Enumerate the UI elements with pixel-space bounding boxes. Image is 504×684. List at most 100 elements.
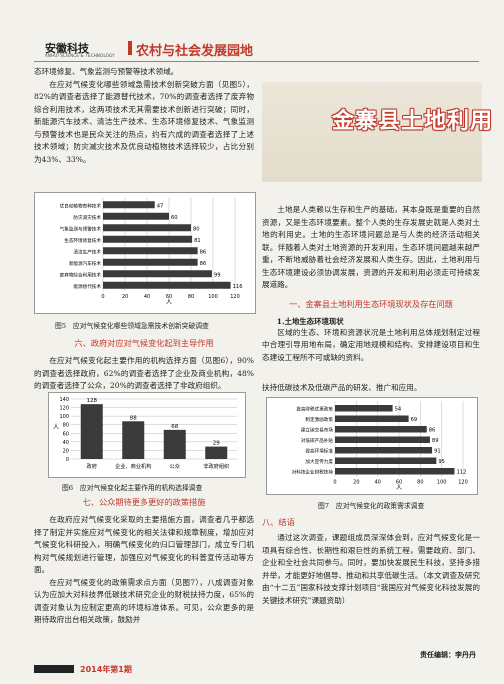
category-label: 非政府组织: [203, 462, 229, 470]
category-label: 提高环境标准: [305, 448, 333, 455]
paragraph: 土地是人类赖以生存和生产的基础，其本身既是重要的自然资源，又是生态环境要素。整个…: [262, 205, 480, 289]
section-7: 七、公众期待更多更好的政策措施 在政府应对气候变化采取的主要措施方面，调查者几乎…: [34, 496, 254, 627]
chart-5: 0 20 40 60 80 100 120 人 优良动植物育种技术 47 防灾减灾技术 60 气象监测与…: [34, 192, 256, 314]
x-tick-label: 0: [333, 480, 336, 486]
bar: [335, 405, 393, 412]
bar: [103, 235, 193, 243]
data-label: 54: [395, 407, 402, 413]
x-tick-label: 120: [230, 294, 240, 300]
section-6-heading: 六、政府对应对气候变化起到主导作用: [74, 338, 214, 348]
y-tick-label: 40: [63, 440, 69, 446]
bar: [163, 429, 186, 459]
bar: [103, 224, 191, 232]
y-tick-label: 0: [66, 457, 69, 463]
category-label: 公众: [170, 463, 180, 470]
paragraph: 在应对气候变化哪些领域急需技术创新突破方面（见图5），82%的调查者选择了能源替…: [34, 79, 254, 164]
bar: [335, 457, 437, 464]
bar: [80, 404, 103, 459]
category-label: 对低碳产品补贴: [301, 437, 334, 444]
bar: [103, 258, 198, 266]
y-tick-label: 100: [59, 414, 69, 420]
category-label: 政府: [87, 462, 97, 470]
feature-body: 土地是人类赖以生存和生产的基础，其本身既是重要的自然资源，又是生态环境要素。整个…: [262, 204, 480, 364]
category-label: 能源替代技术: [73, 283, 101, 290]
y-tick-label: 120: [59, 406, 69, 412]
category-label: 生态环境修复技术: [64, 237, 101, 244]
x-tick-label: 100: [437, 480, 447, 486]
paragraph: 区域的生态、环境和资源状况是土地利用总体规划制定过程中合理引导用地布局，确定用地…: [262, 327, 480, 362]
x-tick-label: 40: [144, 294, 150, 300]
x-axis-label: 人: [396, 485, 402, 492]
chart-7-caption: 图7 应对气候变化的政策需求调查: [318, 502, 425, 510]
chart-5-svg: 0 20 40 60 80 100 120 人 优良动植物育种技术 47 防灾减灾技术 60 气象监测与…: [60, 197, 243, 306]
x-axis-label: 人: [166, 299, 172, 306]
x-tick-label: 0: [101, 294, 104, 300]
feature-banner: [262, 82, 482, 182]
x-tick-label: 120: [458, 480, 468, 486]
section-7-heading: 七、公众期待更多更好的政策措施: [82, 497, 206, 507]
data-label: 86: [429, 428, 436, 434]
data-label: 86: [200, 249, 207, 255]
category-label: 提高财税优惠政策: [296, 406, 333, 413]
x-tick-label: 20: [353, 480, 359, 486]
left-intro: 态环境修复、气象监测与预警等技术领域。 在应对气候变化哪些领域急需技术创新突破方…: [34, 66, 254, 166]
x-tick-label: 40: [374, 480, 380, 486]
x-tick-label: 80: [417, 480, 423, 486]
paragraph: 扶持低碳技术及低碳产品的研发、推广和应用。: [262, 383, 422, 392]
right-mid: 扶持低碳技术及低碳产品的研发、推广和应用。: [262, 382, 480, 395]
bar: [122, 421, 145, 459]
chart-7-svg: 0 20 40 60 80 100 120 人 提高财税优惠政策 54 制定激励政策 69 建立碳交易市…: [292, 401, 468, 492]
x-tick-label: 80: [188, 294, 194, 300]
bar: [103, 247, 198, 255]
data-label: 47: [157, 203, 164, 209]
header-accent-bar: [128, 41, 132, 55]
section-8: 八、结语 通过这次调查，课题组成员深深体会到，应对气候变化是一项具有综合性、长期…: [262, 516, 480, 607]
chart-7: 0 20 40 60 80 100 120 人 提高财税优惠政策 54 制定激励政策 69 建立碳交易市…: [266, 397, 478, 495]
category-label: 企业、商业机构: [115, 462, 151, 470]
bar: [205, 446, 228, 459]
y-tick-label: 60: [63, 431, 69, 437]
section-title: 农村与社会发展园地: [136, 44, 254, 59]
data-label: 86: [200, 261, 207, 267]
section-6: 六、政府对应对气候变化起到主导作用 在应对气候变化起主要作用的机构选择方面（见图…: [34, 337, 254, 393]
data-label: 81: [194, 238, 201, 244]
data-label: 88: [130, 415, 137, 421]
category-label: 加大宣传力度: [305, 458, 333, 465]
category-label: 防灾减灾技术: [73, 214, 101, 221]
paragraph: 在应对气候变化的政策需求点方面（见图7），八成调查对象认为应加大对科技界低碳技术…: [34, 577, 254, 625]
bar: [335, 436, 430, 443]
chart-6: 140 120 100 80 60 40 20 0 人 128 政府 88 企业、商业机构 68 公众 29 非…: [48, 392, 246, 478]
category-label: 清洁生产技术: [73, 248, 101, 255]
category-label: 建立碳交易市场: [301, 427, 334, 434]
category-label: 气象监测与预警技术: [60, 225, 102, 232]
data-label: 116: [233, 284, 243, 290]
bar: [103, 212, 169, 220]
x-tick-label: 100: [208, 294, 218, 300]
magazine-logo-en: ANHUI SCIENCE & TECHNOLOGY: [45, 53, 115, 58]
bar: [335, 415, 409, 422]
magazine-logo: 安徽科技: [45, 42, 89, 55]
category-label: 新能源汽车技术: [69, 260, 102, 267]
x-tick-label: 60: [396, 480, 402, 486]
feature-subheading-1: 1.土地生态环境现状: [276, 316, 344, 326]
y-tick-label: 80: [63, 423, 69, 429]
bar: [335, 426, 427, 433]
paragraph: 在政府应对气候变化采取的主要措施方面，调查者几乎都选择了制定并实施应对气候变化的…: [34, 515, 254, 574]
bar: [103, 281, 231, 289]
data-label: 128: [87, 398, 98, 404]
y-axis-label: 人: [53, 424, 59, 431]
data-label: 95: [438, 459, 445, 465]
x-tick-label: 20: [122, 294, 128, 300]
data-label: 91: [434, 449, 441, 455]
header-divider: [34, 61, 479, 62]
data-label: 99: [214, 272, 221, 278]
category-label: 优良动植物育种技术: [60, 202, 102, 209]
paragraph: 通过这次调查，课题组成员深深体会到，应对气候变化是一项具有综合性、长期性和艰巨性…: [262, 533, 480, 605]
bar: [335, 447, 433, 454]
bar: [103, 201, 155, 209]
paragraph: 态环境修复、气象监测与预警等技术领域。: [34, 67, 179, 76]
feature-heading-1: 一、金寨县土地利用生态环境现状及存在问题: [289, 298, 453, 309]
x-tick-label: 60: [166, 294, 172, 300]
chart-5-caption: 图5 应对气候变化哪些领域急需技术创新突破调查: [55, 322, 209, 330]
data-label: 60: [171, 215, 178, 221]
